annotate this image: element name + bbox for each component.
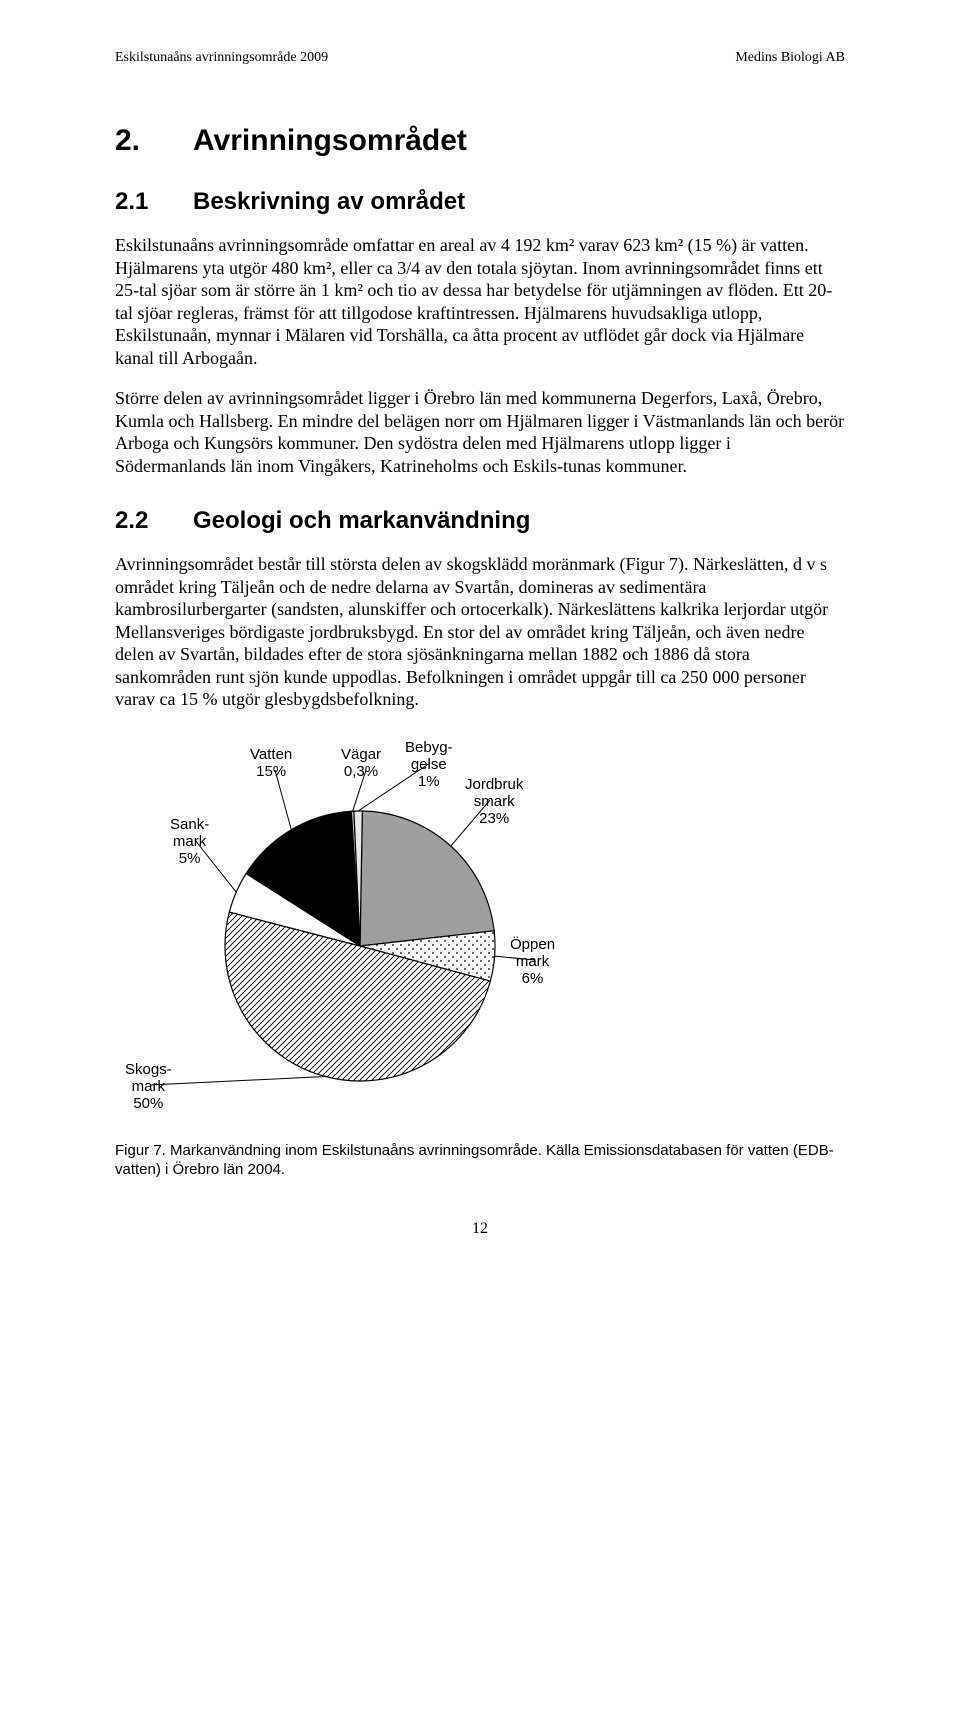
pie-label-bebyggelse: Bebyg- gelse 1% — [405, 739, 453, 791]
section-2-1-para-2: Större delen av avrinningsområdet ligger… — [115, 387, 845, 477]
pie-label-vägar: Vägar 0,3% — [341, 746, 381, 781]
pie-label-jordbruksmark: Jordbruk smark 23% — [465, 776, 523, 828]
document-page: Eskilstunaåns avrinningsområde 2009 Medi… — [0, 0, 960, 1278]
section-2-2-heading: 2.2Geologi och markanvändning — [115, 507, 845, 535]
pie-label-vatten: Vatten 15% — [250, 746, 292, 781]
subsection-title: Beskrivning av området — [193, 188, 465, 215]
pie-label-öppen-mark: Öppen mark 6% — [510, 936, 555, 988]
subsection-number: 2.1 — [115, 188, 193, 216]
subsection-title: Geologi och markanvändning — [193, 507, 530, 534]
section-2-1-heading: 2.1Beskrivning av området — [115, 188, 845, 216]
header-left: Eskilstunaåns avrinningsområde 2009 — [115, 50, 328, 66]
section-title: Avrinningsområdet — [193, 124, 467, 157]
pie-label-skogsmark: Skogs- mark 50% — [125, 1061, 172, 1113]
section-2-heading: 2.Avrinningsområdet — [115, 124, 845, 158]
section-number: 2. — [115, 124, 193, 158]
pie-slice-jordbruksmark — [360, 811, 494, 946]
header-right: Medins Biologi AB — [735, 50, 845, 66]
figure-7-caption: Figur 7. Markanvändning inom Eskilstunaå… — [115, 1141, 845, 1180]
subsection-number: 2.2 — [115, 507, 193, 535]
page-header: Eskilstunaåns avrinningsområde 2009 Medi… — [115, 50, 845, 66]
pie-chart: Jordbruk smark 23% Öppen mark 6% Skogs- ma… — [115, 731, 595, 1111]
page-number: 12 — [115, 1220, 845, 1238]
leader-line — [150, 1076, 325, 1084]
section-2-1-para-1: Eskilstunaåns avrinningsområde omfattar … — [115, 234, 845, 369]
pie-label-sankmark: Sank- mark 5% — [170, 816, 209, 868]
section-2-2-para-1: Avrinningsområdet består till största de… — [115, 553, 845, 711]
